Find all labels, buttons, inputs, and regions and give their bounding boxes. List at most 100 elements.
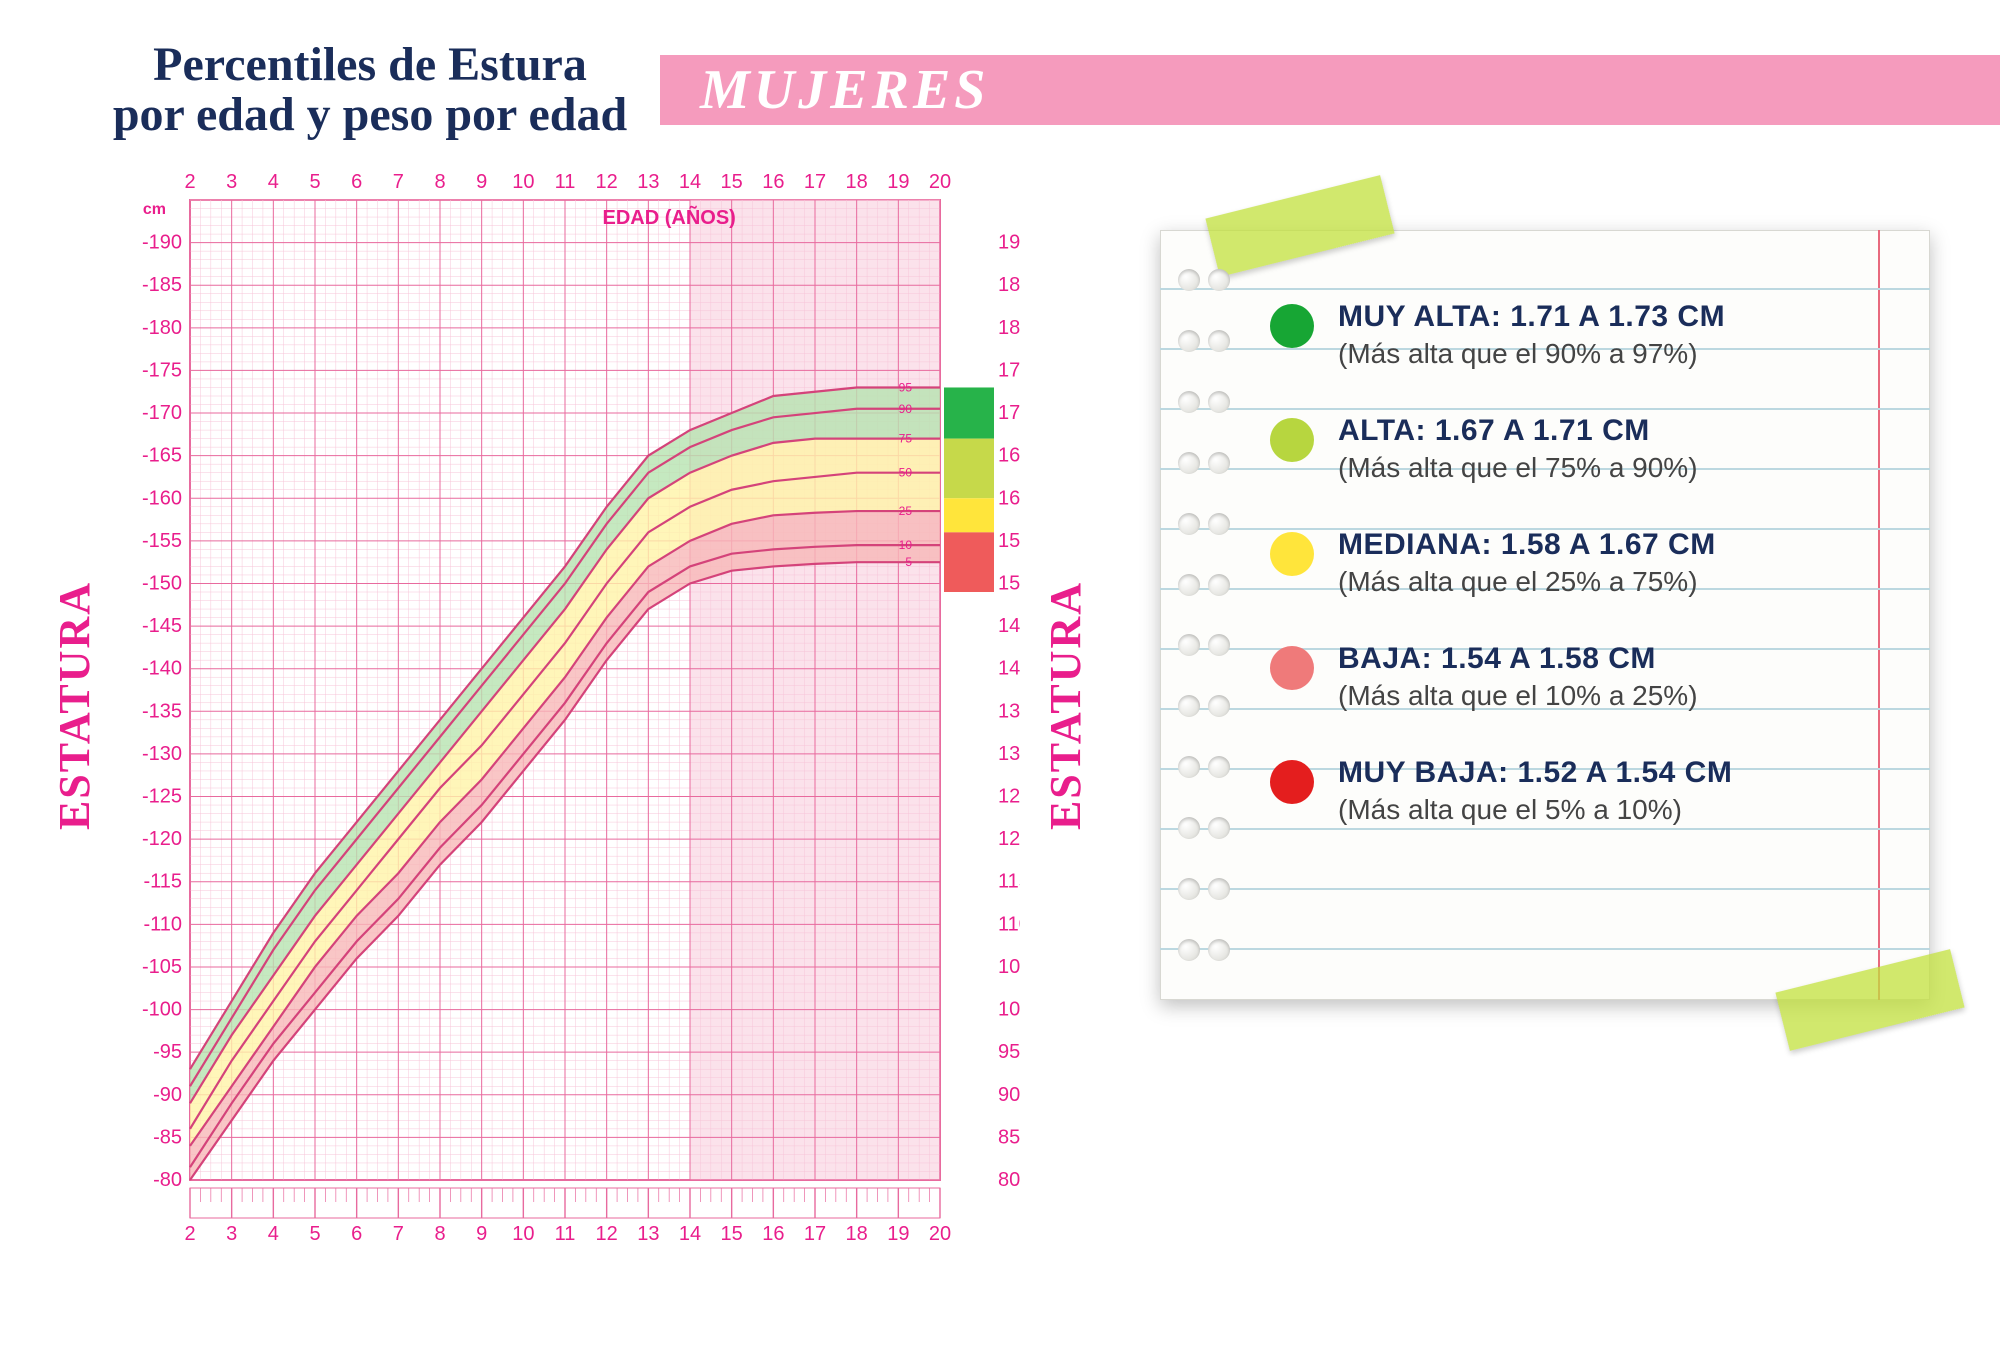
svg-text:-100: -100: [142, 999, 182, 1021]
svg-text:19: 19: [887, 171, 909, 193]
title-line-2: por edad y peso por edad: [113, 88, 627, 141]
svg-text:185-: 185-: [998, 274, 1020, 296]
svg-text:-110: -110: [143, 913, 182, 935]
hole-pair: [1178, 634, 1238, 656]
legend-dot: [1270, 646, 1314, 690]
svg-text:9: 9: [476, 1223, 487, 1245]
hole-icon: [1208, 330, 1230, 352]
hole-icon: [1178, 513, 1200, 535]
hole-icon: [1208, 269, 1230, 291]
legend-row: ALTA: 1.67 A 1.71 CM (Más alta que el 75…: [1270, 414, 1890, 484]
hole-icon: [1208, 756, 1230, 778]
svg-text:10: 10: [899, 538, 913, 552]
svg-text:5: 5: [309, 1223, 320, 1245]
svg-text:90-: 90-: [998, 1084, 1020, 1106]
hole-icon: [1208, 939, 1230, 961]
svg-text:-95: -95: [153, 1041, 182, 1063]
svg-text:105-: 105-: [998, 956, 1020, 978]
svg-text:85-: 85-: [998, 1126, 1020, 1148]
svg-text:90: 90: [899, 402, 913, 416]
hole-icon: [1208, 574, 1230, 596]
hole-icon: [1178, 330, 1200, 352]
svg-text:-90: -90: [153, 1084, 182, 1106]
svg-text:-125: -125: [142, 786, 182, 808]
svg-text:4: 4: [268, 1223, 279, 1245]
svg-text:-170: -170: [142, 402, 182, 424]
hole-icon: [1178, 391, 1200, 413]
legend-notebook: MUY ALTA: 1.71 A 1.73 CM (Más alta que e…: [1160, 230, 1930, 1000]
legend-dot: [1270, 304, 1314, 348]
hole-icon: [1208, 634, 1230, 656]
notebook-holes: [1178, 250, 1238, 980]
legend-text: MUY ALTA: 1.71 A 1.73 CM (Más alta que e…: [1338, 300, 1725, 370]
hole-pair: [1178, 269, 1238, 291]
svg-text:12: 12: [596, 171, 618, 193]
legend-title: MEDIANA: 1.58 A 1.67 CM: [1338, 528, 1716, 562]
svg-text:-180: -180: [142, 317, 182, 339]
svg-text:9: 9: [476, 171, 487, 193]
page-title: Percentiles de Estura por edad y peso po…: [80, 40, 660, 141]
svg-text:13: 13: [637, 171, 659, 193]
svg-text:20: 20: [929, 171, 951, 193]
hole-pair: [1178, 391, 1238, 413]
legend-sub: (Más alta que el 25% a 75%): [1338, 566, 1716, 598]
svg-text:7: 7: [393, 171, 404, 193]
growth-chart: ESTATURA ESTATURA 9590755025105-8080--85…: [60, 160, 1080, 1320]
hole-icon: [1178, 452, 1200, 474]
legend-sub: (Más alta que el 5% a 10%): [1338, 794, 1732, 826]
svg-text:-85: -85: [153, 1126, 182, 1148]
svg-text:80-: 80-: [998, 1169, 1020, 1191]
svg-text:-160: -160: [142, 487, 182, 509]
legend-title: MUY BAJA: 1.52 A 1.54 CM: [1338, 756, 1732, 790]
legend-dot: [1270, 760, 1314, 804]
title-line-1: Percentiles de Estura: [153, 38, 587, 91]
svg-text:17: 17: [804, 171, 826, 193]
svg-text:115-: 115-: [998, 871, 1020, 893]
svg-text:100-: 100-: [998, 999, 1020, 1021]
svg-text:8: 8: [434, 171, 445, 193]
svg-text:4: 4: [268, 171, 279, 193]
hole-pair: [1178, 513, 1238, 535]
chart-canvas: 9590755025105-8080--8585--9090--9595--10…: [120, 160, 1020, 1290]
svg-text:cm: cm: [143, 201, 166, 218]
hole-pair: [1178, 695, 1238, 717]
header: Percentiles de Estura por edad y peso po…: [0, 40, 2000, 140]
svg-text:10: 10: [512, 1223, 534, 1245]
svg-text:11: 11: [555, 171, 576, 193]
svg-text:20: 20: [929, 1223, 951, 1245]
legend-text: ALTA: 1.67 A 1.71 CM (Más alta que el 75…: [1338, 414, 1698, 484]
legend-items: MUY ALTA: 1.71 A 1.73 CM (Más alta que e…: [1270, 300, 1890, 826]
svg-text:-130: -130: [142, 743, 182, 765]
svg-text:95: 95: [899, 380, 913, 394]
svg-text:2: 2: [184, 1223, 195, 1245]
hole-icon: [1208, 695, 1230, 717]
legend-dot: [1270, 418, 1314, 462]
legend-row: MEDIANA: 1.58 A 1.67 CM (Más alta que el…: [1270, 528, 1890, 598]
svg-text:165-: 165-: [998, 445, 1020, 467]
legend-row: BAJA: 1.54 A 1.58 CM (Más alta que el 10…: [1270, 642, 1890, 712]
hole-icon: [1208, 513, 1230, 535]
hole-pair: [1178, 452, 1238, 474]
hole-icon: [1208, 878, 1230, 900]
hole-icon: [1178, 878, 1200, 900]
svg-text:175-: 175-: [998, 359, 1020, 381]
legend-text: BAJA: 1.54 A 1.58 CM (Más alta que el 10…: [1338, 642, 1698, 712]
svg-text:125-: 125-: [998, 786, 1020, 808]
hole-pair: [1178, 939, 1238, 961]
legend-text: MUY BAJA: 1.52 A 1.54 CM (Más alta que e…: [1338, 756, 1732, 826]
svg-text:13: 13: [637, 1223, 659, 1245]
svg-text:EDAD (AÑOS): EDAD (AÑOS): [602, 206, 735, 229]
hole-pair: [1178, 817, 1238, 839]
svg-text:25: 25: [899, 504, 913, 518]
svg-text:18: 18: [846, 171, 868, 193]
hole-icon: [1178, 939, 1200, 961]
svg-text:3: 3: [226, 1223, 237, 1245]
svg-text:-140: -140: [142, 658, 182, 680]
hole-icon: [1208, 391, 1230, 413]
svg-text:50: 50: [899, 466, 913, 480]
svg-text:-175: -175: [142, 359, 182, 381]
legend-sub: (Más alta que el 10% a 25%): [1338, 680, 1698, 712]
svg-text:-115: -115: [143, 871, 182, 893]
svg-text:-80: -80: [153, 1169, 182, 1191]
banner-label: MUJERES: [700, 58, 989, 122]
